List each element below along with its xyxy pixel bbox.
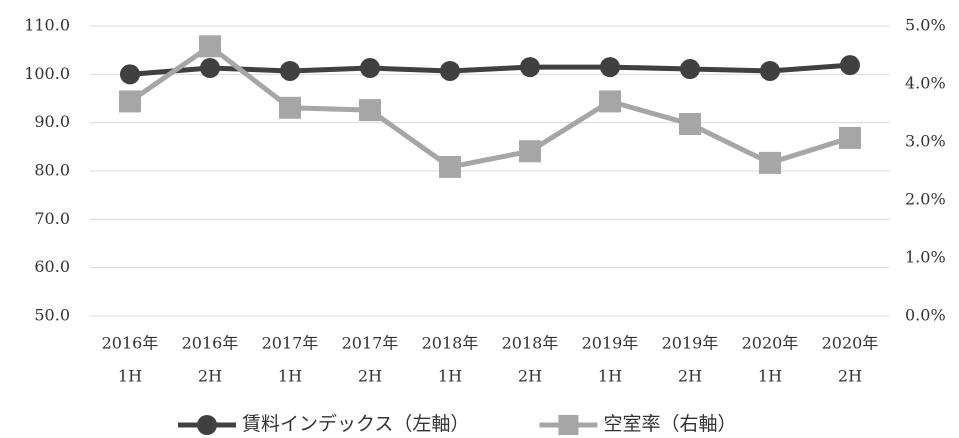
y2-tick-label: 0.0% [905, 306, 946, 325]
point [520, 57, 540, 78]
x-tick-label: 1H [598, 367, 622, 386]
point [280, 60, 300, 81]
y2-tick-label: 5.0% [905, 16, 946, 35]
x-tick-label: 2016年 [102, 334, 159, 353]
x-tick-label: 2017年 [342, 334, 399, 353]
point [840, 55, 860, 76]
x-tick-label: 2018年 [502, 334, 559, 353]
point [119, 90, 141, 113]
y-tick-label: 60.0 [34, 257, 70, 276]
x-tick-label: 2H [358, 367, 382, 386]
x-tick-label: 2019年 [582, 334, 639, 353]
point [759, 151, 781, 174]
x-tick-label: 1H [278, 367, 302, 386]
point [600, 57, 620, 78]
legend-label: 空室率（右軸） [603, 413, 736, 435]
x-tick-label: 2019年 [662, 334, 719, 353]
y-tick-label: 80.0 [34, 161, 70, 180]
point [199, 35, 221, 58]
x-tick-label: 1H [758, 367, 782, 386]
y2-tick-label: 3.0% [905, 132, 946, 151]
x-tick-label: 2H [678, 367, 702, 386]
x-tick-label: 1H [438, 367, 462, 386]
point [440, 60, 460, 81]
y2-tick-label: 1.0% [905, 248, 946, 267]
point [599, 90, 621, 113]
y-tick-label: 110.0 [24, 16, 70, 35]
y-tick-label: 70.0 [34, 209, 70, 228]
point [360, 58, 380, 79]
y-tick-label: 50.0 [34, 306, 70, 325]
point [120, 64, 140, 85]
series-line [129, 62, 851, 77]
point [279, 96, 301, 119]
legend-label: 賃料インデックス（左軸） [242, 413, 469, 435]
x-tick-label: 2020年 [822, 334, 879, 353]
y2-tick-label: 4.0% [905, 74, 946, 93]
legend-marker [558, 415, 579, 435]
x-tick-label: 2018年 [422, 334, 479, 353]
y-tick-label: 100.0 [24, 64, 70, 83]
point [519, 140, 541, 163]
y2-tick-label: 2.0% [905, 190, 946, 209]
series-line [128, 43, 851, 170]
point [439, 155, 461, 178]
y-tick-label: 90.0 [34, 112, 70, 131]
point [679, 113, 701, 136]
point [200, 58, 220, 79]
x-tick-label: 1H [118, 367, 142, 386]
point [359, 99, 381, 122]
x-tick-label: 2017年 [262, 334, 319, 353]
x-tick-label: 2020年 [742, 334, 799, 353]
legend-marker [197, 415, 217, 435]
x-tick-label: 2016年 [182, 334, 239, 353]
x-tick-label: 2H [838, 367, 862, 386]
point [680, 59, 700, 80]
x-tick-label: 2H [198, 367, 222, 386]
x-tick-label: 2H [518, 367, 542, 386]
point [839, 126, 861, 149]
point [760, 60, 780, 81]
